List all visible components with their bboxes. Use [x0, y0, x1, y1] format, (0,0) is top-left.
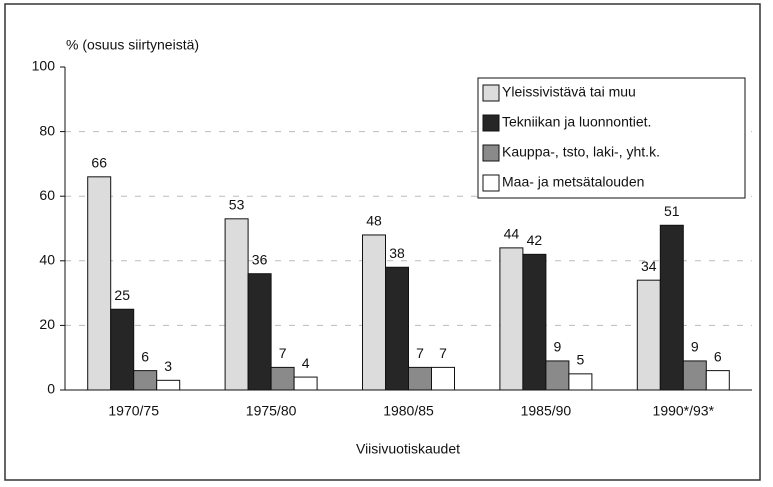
- data-label: 25: [114, 287, 130, 303]
- legend-label: Yleissivistävä tai muu: [502, 84, 636, 100]
- y-tick-label: 60: [39, 187, 55, 203]
- data-label: 9: [554, 339, 562, 355]
- bar: [133, 370, 158, 391]
- y-tick-label: 20: [39, 316, 55, 332]
- bar: [568, 373, 593, 391]
- data-label: 53: [229, 197, 245, 213]
- bar: [522, 253, 547, 391]
- data-label: 7: [416, 345, 424, 361]
- legend-swatch: [482, 84, 500, 102]
- y-tick-label: 80: [39, 122, 55, 138]
- legend-swatch: [482, 144, 500, 162]
- legend-box: [477, 77, 746, 199]
- data-label: 6: [141, 348, 149, 364]
- bar: [110, 308, 135, 391]
- data-label: 7: [279, 345, 287, 361]
- x-tick-label: 1975/80: [246, 403, 297, 419]
- legend-swatch: [482, 174, 500, 192]
- y-axis-label: % (osuus siirtyneistä): [66, 37, 199, 53]
- data-label: 34: [641, 258, 657, 274]
- x-tick-label: 1970/75: [108, 403, 159, 419]
- data-label: 9: [691, 339, 699, 355]
- bar: [659, 224, 684, 391]
- data-label: 51: [664, 203, 680, 219]
- data-label: 66: [91, 155, 107, 171]
- data-label: 36: [252, 251, 268, 267]
- bar: [431, 366, 455, 391]
- bar: [87, 176, 112, 391]
- data-label: 38: [389, 245, 405, 261]
- x-tick-label: 1985/90: [521, 403, 572, 419]
- legend-label: Tekniikan ja luonnontiet.: [502, 114, 651, 130]
- data-label: 6: [714, 348, 722, 364]
- x-tick-label: 1990*/93*: [653, 403, 715, 419]
- bar: [408, 366, 432, 391]
- x-tick-label: 1980/85: [383, 403, 434, 419]
- data-label: 4: [302, 355, 310, 371]
- data-label: 7: [439, 345, 447, 361]
- data-label: 48: [366, 213, 382, 229]
- bar: [270, 366, 295, 391]
- bar: [362, 234, 386, 391]
- bar: [636, 279, 661, 391]
- y-tick-label: 0: [47, 381, 55, 397]
- legend-label: Maa- ja metsätalouden: [502, 174, 644, 190]
- data-label: 44: [504, 226, 520, 242]
- legend-label: Kauppa-, tsto, laki-, yht.k.: [502, 144, 660, 160]
- bar: [224, 218, 249, 391]
- y-tick-label: 100: [32, 58, 56, 74]
- x-axis-label: Viisivuotiskaudet: [356, 441, 460, 457]
- data-label: 42: [527, 232, 543, 248]
- bar: [682, 360, 707, 391]
- bar: [499, 247, 524, 391]
- bar: [293, 376, 318, 391]
- data-label: 5: [577, 352, 585, 368]
- bar: [705, 370, 730, 391]
- bar: [545, 360, 570, 391]
- y-tick-label: 40: [39, 252, 55, 268]
- bar: [156, 379, 181, 391]
- legend-swatch: [482, 114, 500, 132]
- bar: [247, 273, 272, 391]
- data-label: 3: [164, 358, 172, 374]
- bar: [385, 266, 409, 391]
- frame: [4, 3, 761, 481]
